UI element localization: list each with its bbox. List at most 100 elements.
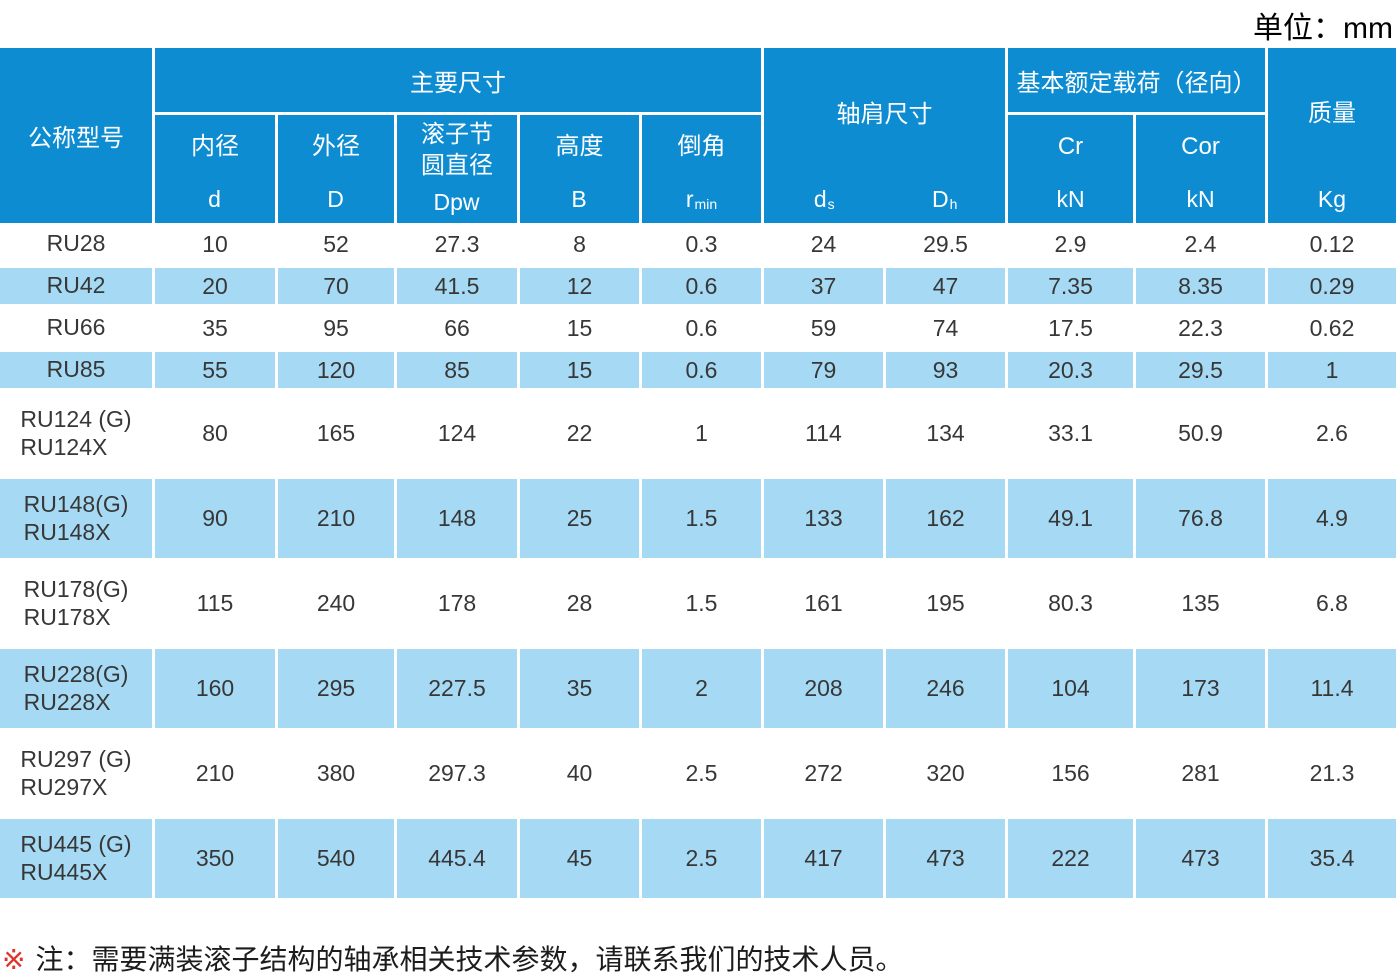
value-cell: 74: [886, 307, 1005, 349]
value-cell: 35: [155, 307, 275, 349]
value-cell: 156: [1008, 731, 1133, 816]
value-cell: 2: [642, 646, 761, 731]
value-cell: 40: [520, 731, 639, 816]
value-cell: 417: [764, 816, 883, 901]
value-cell: 8: [520, 223, 639, 265]
model-cell: RU28: [0, 223, 152, 265]
value-cell: 10: [155, 223, 275, 265]
table-header: 公称型号 主要尺寸 内径 d 外径 D 滚子节圆直径 Dpw 高度 B 倒角 r…: [0, 48, 1396, 223]
value-cell: 473: [1136, 816, 1265, 901]
header-mass-unit: Kg: [1317, 185, 1347, 212]
header-cr: Cr kN: [1008, 115, 1133, 223]
header-mass-name: 质量: [1308, 99, 1356, 127]
value-cell: 22: [520, 391, 639, 476]
header-pitch-diameter-name: 滚子节圆直径: [421, 121, 493, 180]
value-cell: 6.8: [1268, 561, 1396, 646]
table-row: RU297 (G) RU297X 210 380 297.3 40 2.5 272 320 156…: [0, 731, 1396, 816]
value-cell: 134: [886, 391, 1005, 476]
value-cell: 2.5: [642, 731, 761, 816]
value-cell: 114: [764, 391, 883, 476]
value-cell: 79: [764, 349, 883, 391]
value-cell: 80: [155, 391, 275, 476]
model-line: RU66: [46, 314, 106, 341]
value-cell: 2.4: [1136, 223, 1265, 265]
table-row: RU228(G) RU228X 160 295 227.5 35 2 208 246 104 173…: [0, 646, 1396, 731]
header-cor-symbol: Cor: [1181, 133, 1220, 161]
value-cell: 8.35: [1136, 265, 1265, 307]
model-line: RU228X: [23, 688, 111, 715]
header-outer-diameter-symbol: D: [327, 185, 344, 212]
value-cell: 7.35: [1008, 265, 1133, 307]
header-chamfer-name: 倒角: [677, 133, 726, 161]
value-cell: 59: [764, 307, 883, 349]
unit-label: 单位：mm: [1253, 12, 1393, 45]
table-body: RU28 10 52 27.3 8 0.3 24 29.5 2.9 2.4 0.12 RU42 20 70…: [0, 223, 1396, 901]
model-cell: RU297 (G) RU297X: [0, 731, 152, 816]
value-cell: 0.3: [642, 223, 761, 265]
value-cell: 0.6: [642, 349, 761, 391]
table-row: RU66 35 95 66 15 0.6 59 74 17.5 22.3 0.62: [0, 307, 1396, 349]
value-cell: 17.5: [1008, 307, 1133, 349]
value-cell: 1: [642, 391, 761, 476]
value-cell: 272: [764, 731, 883, 816]
value-cell: 115: [155, 561, 275, 646]
model-cell: RU148(G) RU148X: [0, 476, 152, 561]
value-cell: 1.5: [642, 476, 761, 561]
header-cr-symbol: Cr: [1057, 133, 1084, 161]
value-cell: 133: [764, 476, 883, 561]
model-line: RU28: [46, 230, 106, 257]
value-cell: 2.5: [642, 816, 761, 901]
model-line: RU178X: [23, 603, 111, 630]
value-cell: 90: [155, 476, 275, 561]
value-cell: 208: [764, 646, 883, 731]
value-cell: 15: [520, 307, 639, 349]
model-cell: RU42: [0, 265, 152, 307]
value-cell: 22.3: [1136, 307, 1265, 349]
header-outer-diameter: 外径 D: [278, 115, 394, 223]
model-cell: RU66: [0, 307, 152, 349]
value-cell: 210: [155, 731, 275, 816]
value-cell: 55: [155, 349, 275, 391]
table-row: RU124 (G) RU124X 80 165 124 22 1 114 134 33.1 50.9…: [0, 391, 1396, 476]
value-cell: 222: [1008, 816, 1133, 901]
value-cell: 33.1: [1008, 391, 1133, 476]
value-cell: 165: [278, 391, 394, 476]
value-cell: 227.5: [397, 646, 517, 731]
footnote: ※ 注：需要满装滚子结构的轴承相关技术参数，请联系我们的技术人员。: [2, 938, 903, 978]
model-cell: RU178(G) RU178X: [0, 561, 152, 646]
header-shoulder-title: 轴肩尺寸: [836, 101, 933, 128]
value-cell: 66: [397, 307, 517, 349]
value-cell: 0.6: [642, 307, 761, 349]
header-pitch-diameter-symbol: Dpw: [433, 188, 480, 215]
model-line: RU445X: [20, 858, 108, 885]
model-line: RU297X: [20, 773, 108, 800]
value-cell: 173: [1136, 646, 1265, 731]
value-cell: 0.12: [1268, 223, 1396, 265]
value-cell: 45: [520, 816, 639, 901]
model-line: RU148X: [23, 518, 111, 545]
value-cell: 135: [1136, 561, 1265, 646]
value-cell: 281: [1136, 731, 1265, 816]
value-cell: 295: [278, 646, 394, 731]
model-line: RU228(G): [23, 660, 129, 687]
value-cell: 120: [278, 349, 394, 391]
value-cell: 246: [886, 646, 1005, 731]
value-cell: 445.4: [397, 816, 517, 901]
footnote-mark: ※: [2, 944, 26, 975]
model-line: RU148(G): [23, 490, 129, 517]
value-cell: 50.9: [1136, 391, 1265, 476]
value-cell: 11.4: [1268, 646, 1396, 731]
value-cell: 85: [397, 349, 517, 391]
value-cell: 35: [520, 646, 639, 731]
value-cell: 24: [764, 223, 883, 265]
value-cell: 70: [278, 265, 394, 307]
value-cell: 52: [278, 223, 394, 265]
value-cell: 15: [520, 349, 639, 391]
table-row: RU178(G) RU178X 115 240 178 28 1.5 161 195 80.3 13…: [0, 561, 1396, 646]
header-chamfer: 倒角 r min: [642, 115, 761, 223]
model-line: RU42: [46, 272, 106, 299]
value-cell: 4.9: [1268, 476, 1396, 561]
model-cell: RU85: [0, 349, 152, 391]
